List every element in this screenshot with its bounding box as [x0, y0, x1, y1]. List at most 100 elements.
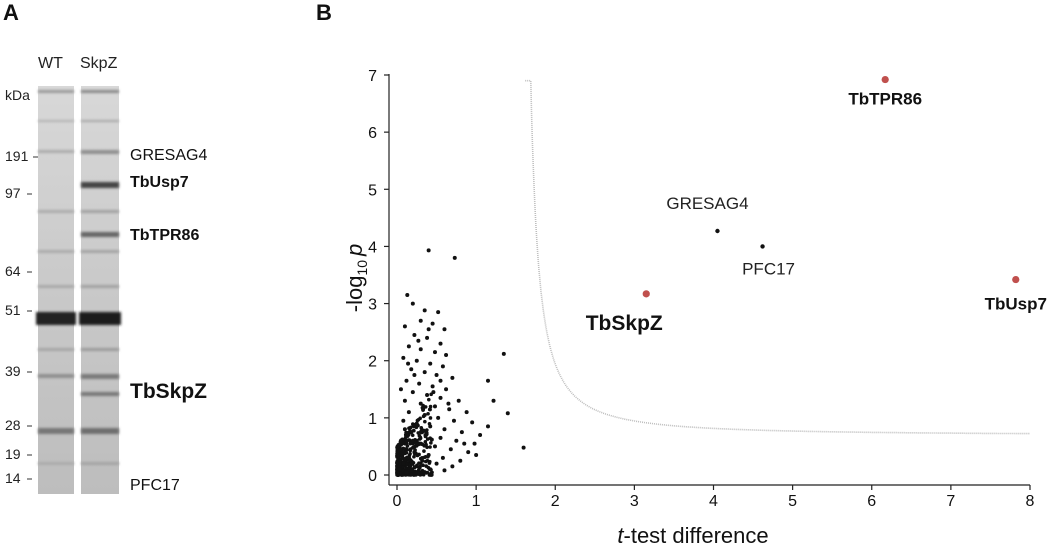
protein-point [405, 293, 410, 297]
protein-point [428, 416, 433, 420]
y-tick-label: 2 [368, 354, 377, 371]
protein-point [410, 433, 415, 438]
protein-point [420, 458, 425, 463]
protein-point [446, 401, 451, 406]
protein-point [485, 378, 490, 383]
protein-point [405, 462, 409, 467]
protein-point [472, 441, 477, 446]
protein-point [429, 441, 433, 445]
protein-point [491, 398, 496, 403]
protein-point [412, 373, 417, 377]
protein-point [409, 367, 414, 372]
protein-point [417, 433, 422, 438]
protein-point [409, 430, 414, 435]
protein-point [501, 351, 506, 356]
protein-point [458, 458, 463, 463]
marker-191: 191 [5, 148, 29, 164]
protein-point [398, 387, 403, 392]
protein-point [438, 341, 443, 346]
protein-point [426, 248, 431, 253]
kda-unit-label: kDa [5, 87, 30, 103]
marker-64: 64 [5, 263, 21, 279]
protein-point [407, 438, 412, 442]
protein-point [426, 411, 430, 416]
protein-point [402, 324, 407, 329]
y-tick-label: 0 [368, 468, 377, 485]
protein-point [505, 411, 510, 416]
protein-point [462, 441, 467, 446]
protein-point [401, 355, 406, 360]
protein-point [400, 455, 405, 460]
protein-point [464, 410, 469, 415]
protein-point [410, 301, 415, 306]
protein-point [402, 398, 407, 403]
protein-point [432, 404, 437, 409]
protein-point [411, 445, 415, 450]
point-label-pfc17: PFC17 [742, 259, 795, 278]
protein-point [459, 430, 464, 435]
y-tick-label: 7 [368, 68, 377, 85]
point-label-tbtpr86: TbTPR86 [848, 90, 922, 109]
protein-point [432, 444, 437, 449]
protein-point [400, 473, 405, 477]
band-label-tbusp7: TbUsp7 [130, 174, 189, 191]
protein-point [450, 464, 455, 469]
y-axis-label: -log10p [342, 244, 370, 313]
marker-97: 97 [5, 185, 21, 201]
protein-point [434, 373, 439, 377]
x-tick-label: 1 [472, 493, 481, 510]
protein-point [417, 471, 422, 476]
protein-point [442, 427, 447, 432]
protein-point [396, 454, 400, 458]
marker-39: 39 [5, 363, 21, 379]
y-tick-label: 6 [368, 125, 377, 142]
x-tick-label: 4 [709, 493, 718, 510]
protein-point [521, 445, 526, 450]
protein-point [404, 447, 409, 451]
protein-point [408, 441, 412, 446]
protein-point [448, 447, 453, 452]
x-tick-label: 8 [1026, 493, 1035, 510]
protein-point [428, 404, 433, 409]
marker-28: 28 [5, 417, 21, 433]
protein-point [452, 255, 457, 260]
protein-point [447, 407, 452, 412]
protein-point [454, 438, 459, 443]
point-label-gresag4: GRESAG4 [666, 194, 748, 213]
protein-point [426, 327, 431, 332]
protein-point [406, 410, 411, 415]
protein-point [404, 431, 409, 435]
protein-point [412, 472, 416, 476]
protein-point [442, 468, 447, 473]
x-axis-label: t-test difference [617, 523, 768, 547]
protein-point [415, 453, 420, 458]
protein-point [418, 464, 422, 469]
lane-label-skpz: SkpZ [80, 55, 118, 72]
protein-point [406, 455, 411, 460]
point-gresag4 [715, 228, 720, 234]
protein-point [414, 358, 419, 363]
protein-point [406, 361, 411, 366]
protein-point [403, 435, 408, 440]
band-label-tbtpr86: TbTPR86 [130, 227, 200, 244]
protein-point [422, 370, 427, 375]
panel-a-letter: A [3, 0, 19, 25]
point-pfc17 [760, 244, 765, 249]
protein-point [412, 454, 416, 459]
protein-point [421, 407, 426, 412]
protein-point [412, 333, 417, 337]
panel-b-letter: B [316, 0, 332, 25]
protein-point [426, 397, 431, 402]
y-tick-label: 4 [368, 239, 377, 256]
protein-point [406, 344, 411, 349]
protein-point [450, 375, 455, 380]
protein-point [478, 433, 483, 437]
protein-point [418, 318, 423, 323]
gel-image [27, 86, 121, 494]
lane-label-wt: WT [38, 55, 63, 72]
protein-point [423, 419, 427, 424]
protein-point [425, 458, 430, 463]
significance-threshold-curve [525, 79, 1030, 435]
protein-point [436, 415, 441, 420]
